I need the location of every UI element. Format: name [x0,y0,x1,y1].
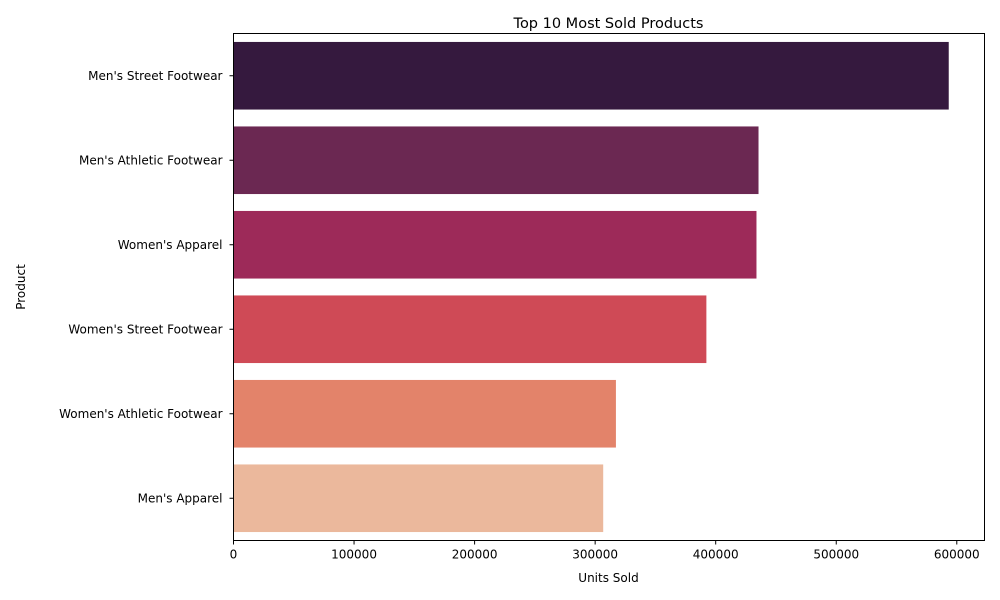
y-tick-label: Women's Apparel [118,238,223,252]
x-tick-label: 500000 [813,548,859,562]
y-axis-title: Product [14,264,28,310]
bar-1 [233,126,759,195]
plot-frame [233,33,985,541]
x-tick-label: 400000 [693,548,739,562]
x-tick-label: 200000 [452,548,498,562]
bar-4 [233,379,616,448]
y-tick-label: Women's Street Footwear [68,322,222,336]
x-tick-label: 600000 [934,548,980,562]
y-tick-label: Men's Athletic Footwear [79,153,223,167]
bar-5 [233,464,604,533]
bar-2 [233,210,757,279]
x-tick-label: 0 [230,548,238,562]
y-axis-ticks: Men's Street Footwear Men's Athletic Foot… [59,69,234,505]
bar-0 [233,41,949,110]
chart-title: Top 10 Most Sold Products [513,16,704,32]
x-axis-ticks: 0 100000 200000 300000 400000 500000 600000 [230,540,980,562]
x-tick-label: 100000 [331,548,377,562]
y-tick-label: Women's Athletic Footwear [59,407,222,421]
x-axis-title: Units Sold [578,571,638,585]
bar-3 [233,295,707,364]
y-tick-label: Men's Apparel [138,491,223,505]
x-tick-label: 300000 [572,548,618,562]
bars-group [233,41,949,533]
y-tick-label: Men's Street Footwear [88,69,222,83]
